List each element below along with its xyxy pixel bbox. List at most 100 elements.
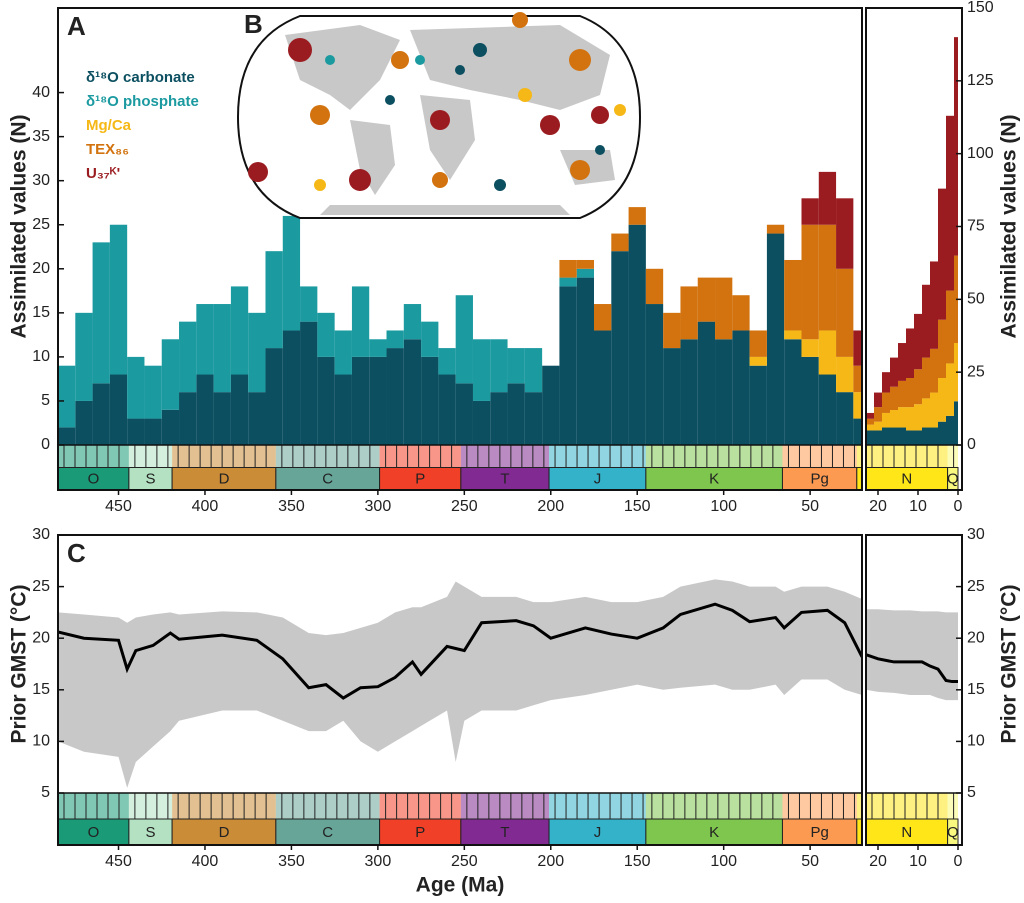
period-label: T (500, 471, 509, 488)
bar-segment (127, 356, 145, 419)
bar-segment (213, 392, 231, 445)
legend-entry: Mg/Ca (86, 117, 132, 134)
y-axis-label: Prior GMST (°C) (8, 585, 31, 744)
y-tick-label: 0 (41, 436, 50, 453)
x-tick-label: 50 (801, 498, 819, 515)
bar-segment (300, 321, 318, 445)
bar-segment (386, 330, 404, 349)
x-tick-label: 350 (278, 853, 305, 870)
x-tick-label: 0 (954, 498, 963, 515)
y-tick-label: 20 (32, 260, 50, 277)
bar-segment (576, 277, 594, 445)
bar-segment (946, 290, 954, 364)
period-label: C (322, 471, 333, 488)
y-tick-label: 35 (32, 128, 50, 145)
x-tick-label: 150 (624, 853, 651, 870)
period-label: D (219, 471, 230, 488)
bar-segment (92, 242, 110, 384)
bar-segment (403, 339, 422, 445)
bar-segment (144, 418, 162, 445)
bar-segment (874, 407, 882, 422)
bar-segment (75, 312, 93, 401)
x-tick-label: 400 (192, 853, 219, 870)
bar-segment (161, 409, 180, 445)
bar-segment (559, 286, 577, 445)
bar-segment (369, 339, 387, 357)
panel: N Q 5 10 15 20 25 30 20 10 0 Prior GMST (°C) (865, 526, 1021, 870)
bar-segment (524, 348, 543, 393)
x-tick-label: 100 (710, 498, 737, 515)
bar-segment (938, 319, 946, 378)
stage-strip (460, 445, 550, 468)
stage-strip (379, 793, 461, 819)
legend-entry: δ¹⁸O carbonate (86, 69, 195, 86)
panel-label: C (67, 538, 86, 568)
bar-segment (898, 407, 906, 428)
bar-segment (334, 330, 352, 375)
x-tick-label: 200 (537, 853, 564, 870)
period-label: P (415, 824, 425, 841)
x-tick-label: 350 (278, 498, 305, 515)
bar-segment (213, 304, 231, 393)
bar-segment (914, 430, 922, 445)
bar-segment (109, 224, 128, 375)
bar-segment (914, 404, 922, 431)
bar-segment (732, 330, 750, 445)
x-tick-label: 250 (451, 498, 478, 515)
bar-segment (898, 380, 906, 408)
bar-segment (922, 284, 930, 358)
period-strip (645, 818, 783, 846)
stage-strip (866, 793, 948, 819)
period-label: D (219, 824, 230, 841)
bar-segment (766, 233, 785, 445)
bar-segment (801, 356, 819, 445)
bar-segment (611, 251, 629, 445)
bar-segment (898, 343, 906, 381)
period-label: Pg (810, 471, 828, 488)
y-axis-label: Prior GMST (°C) (998, 585, 1021, 744)
bar-segment (282, 330, 301, 445)
y-tick-label: 15 (32, 681, 50, 698)
period-label: S (145, 824, 155, 841)
bar-segment (906, 377, 914, 408)
y-tick-label: 10 (32, 733, 50, 750)
y-tick-label: 25 (32, 578, 50, 595)
y-tick-label: 100 (967, 145, 994, 162)
bar-segment (784, 339, 802, 445)
bar-segment (680, 339, 698, 445)
period-label: K (709, 471, 719, 488)
stage-strip (866, 445, 948, 468)
bar-segment (507, 383, 525, 445)
x-tick-label: 200 (537, 498, 564, 515)
y-tick-label: 50 (967, 291, 985, 308)
period-label: O (88, 471, 100, 488)
bar-segment (930, 261, 938, 349)
bar-segment (196, 374, 214, 445)
period-label: J (594, 824, 602, 841)
plot-area (58, 171, 862, 445)
bar-segment (954, 37, 958, 256)
bar-segment (628, 207, 646, 225)
bar-segment (836, 392, 854, 445)
bar-segment (230, 374, 249, 445)
stage-strip (645, 445, 783, 468)
bar-segment (75, 400, 93, 445)
bar-segment (866, 430, 874, 445)
bar-segment (914, 313, 922, 370)
bar-segment (58, 365, 76, 428)
bar-segment (576, 259, 594, 269)
bar-segment (882, 372, 890, 393)
stage-strip (172, 793, 276, 819)
period-label: C (322, 824, 333, 841)
stage-strip (128, 793, 173, 819)
bar-segment (818, 330, 837, 375)
stage-strip (275, 793, 380, 819)
stage-strip (172, 445, 276, 468)
x-tick-label: 150 (624, 498, 651, 515)
bar-segment (930, 348, 938, 393)
bar-segment (882, 392, 890, 413)
period-label: N (901, 824, 912, 841)
bar-segment (914, 369, 922, 405)
period-strip (379, 818, 462, 846)
